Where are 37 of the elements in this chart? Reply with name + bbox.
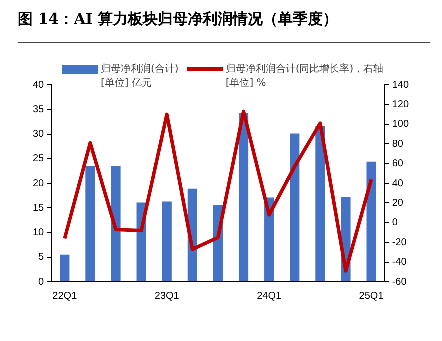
bar: [366, 162, 376, 282]
bar: [162, 202, 172, 282]
y2-tick-label: 120: [392, 99, 410, 110]
y-tick-label: 35: [33, 104, 45, 116]
bar: [60, 254, 70, 282]
x-tick-label: 25Q1: [359, 290, 384, 302]
y-axis-title: [单位] 亿元: [101, 76, 153, 90]
legend-label: 归母净利润合计(同比增长率)，右轴: [226, 62, 384, 76]
y-tick-label: 0: [38, 276, 45, 288]
bar: [316, 126, 326, 282]
y-tick-label: 40: [33, 80, 45, 91]
x-tick-label: 23Q1: [154, 290, 180, 302]
y2-tick-label: -40: [392, 257, 408, 268]
y2-axis-title: [单位] %: [226, 76, 268, 90]
bar: [238, 113, 249, 282]
bar: [290, 134, 300, 282]
y-tick-label: 5: [38, 252, 45, 264]
y-tick-label: 15: [33, 202, 45, 214]
y2-tick-label: 60: [392, 158, 404, 170]
bar: [86, 166, 96, 282]
y2-tick-label: -60: [392, 276, 408, 288]
y2-tick-label: 100: [392, 119, 410, 130]
y-tick-label: 25: [33, 154, 45, 165]
legend-label: 归母净利润(合计): [101, 62, 179, 76]
y2-tick-label: 40: [392, 178, 404, 190]
y2-tick-label: 20: [392, 198, 404, 209]
y2-tick-label: 80: [392, 138, 404, 150]
chart-title: 图 14：AI 算力板块归母净利润情况（单季度）: [18, 10, 338, 29]
y-tick-label: 30: [33, 129, 45, 140]
y2-tick-label: 0: [392, 218, 398, 229]
y-tick-label: 20: [33, 178, 45, 190]
y2-tick-label: -20: [392, 237, 408, 248]
y2-tick-label: 140: [392, 80, 410, 91]
x-tick-label: 24Q1: [257, 290, 282, 302]
bar: [111, 166, 121, 282]
y-tick-label: 10: [33, 228, 45, 238]
x-tick-label: 22Q1: [52, 290, 78, 302]
